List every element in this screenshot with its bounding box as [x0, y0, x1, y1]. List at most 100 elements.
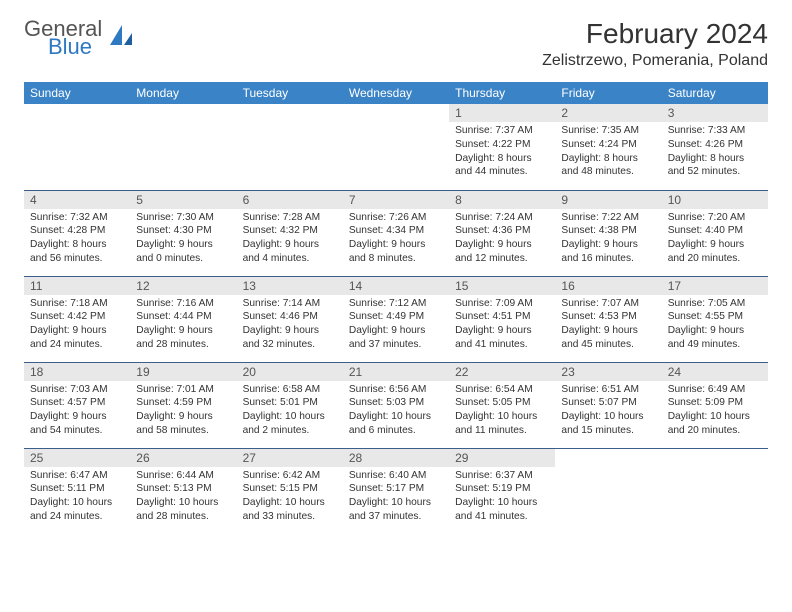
day-body: Sunrise: 6:37 AMSunset: 5:19 PMDaylight:…: [449, 467, 555, 528]
day-number: 12: [130, 277, 236, 295]
daylight-text: Daylight: 10 hours and 20 minutes.: [668, 410, 762, 438]
sunrise-text: Sunrise: 6:44 AM: [136, 469, 230, 483]
day-number: 25: [24, 449, 130, 467]
sunset-text: Sunset: 5:15 PM: [243, 482, 337, 496]
daylight-text: Daylight: 9 hours and 41 minutes.: [455, 324, 549, 352]
sunset-text: Sunset: 4:30 PM: [136, 224, 230, 238]
daylight-text: Daylight: 10 hours and 15 minutes.: [561, 410, 655, 438]
daylight-text: Daylight: 9 hours and 8 minutes.: [349, 238, 443, 266]
day-number: 2: [555, 104, 661, 122]
weekday-header: Sunday: [24, 82, 130, 104]
day-cell: 20Sunrise: 6:58 AMSunset: 5:01 PMDayligh…: [237, 362, 343, 448]
day-body: Sunrise: 7:20 AMSunset: 4:40 PMDaylight:…: [662, 209, 768, 270]
title-block: February 2024 Zelistrzewo, Pomerania, Po…: [542, 18, 768, 70]
day-body: Sunrise: 7:18 AMSunset: 4:42 PMDaylight:…: [24, 295, 130, 356]
sunrise-text: Sunrise: 7:22 AM: [561, 211, 655, 225]
sunrise-text: Sunrise: 7:18 AM: [30, 297, 124, 311]
day-number: 18: [24, 363, 130, 381]
sunset-text: Sunset: 4:59 PM: [136, 396, 230, 410]
day-number: 10: [662, 191, 768, 209]
day-cell: 7Sunrise: 7:26 AMSunset: 4:34 PMDaylight…: [343, 190, 449, 276]
sunrise-text: Sunrise: 6:54 AM: [455, 383, 549, 397]
day-number: 3: [662, 104, 768, 122]
sunset-text: Sunset: 5:13 PM: [136, 482, 230, 496]
day-cell: 18Sunrise: 7:03 AMSunset: 4:57 PMDayligh…: [24, 362, 130, 448]
weekday-header: Saturday: [662, 82, 768, 104]
header: General Blue February 2024 Zelistrzewo, …: [24, 18, 768, 70]
sunrise-text: Sunrise: 7:07 AM: [561, 297, 655, 311]
day-body: Sunrise: 6:51 AMSunset: 5:07 PMDaylight:…: [555, 381, 661, 442]
day-number: 4: [24, 191, 130, 209]
day-number: 24: [662, 363, 768, 381]
daylight-text: Daylight: 10 hours and 28 minutes.: [136, 496, 230, 524]
sunrise-text: Sunrise: 7:37 AM: [455, 124, 549, 138]
sunset-text: Sunset: 5:05 PM: [455, 396, 549, 410]
day-number: 13: [237, 277, 343, 295]
day-number: 20: [237, 363, 343, 381]
sunrise-text: Sunrise: 6:58 AM: [243, 383, 337, 397]
sunset-text: Sunset: 4:36 PM: [455, 224, 549, 238]
daylight-text: Daylight: 9 hours and 49 minutes.: [668, 324, 762, 352]
day-cell: 13Sunrise: 7:14 AMSunset: 4:46 PMDayligh…: [237, 276, 343, 362]
sunset-text: Sunset: 5:07 PM: [561, 396, 655, 410]
day-body: Sunrise: 6:42 AMSunset: 5:15 PMDaylight:…: [237, 467, 343, 528]
day-body: Sunrise: 6:54 AMSunset: 5:05 PMDaylight:…: [449, 381, 555, 442]
day-number: 23: [555, 363, 661, 381]
day-cell: 26Sunrise: 6:44 AMSunset: 5:13 PMDayligh…: [130, 448, 236, 534]
daylight-text: Daylight: 8 hours and 44 minutes.: [455, 152, 549, 180]
day-cell: 15Sunrise: 7:09 AMSunset: 4:51 PMDayligh…: [449, 276, 555, 362]
sunrise-text: Sunrise: 7:20 AM: [668, 211, 762, 225]
sunset-text: Sunset: 5:11 PM: [30, 482, 124, 496]
day-cell: 2Sunrise: 7:35 AMSunset: 4:24 PMDaylight…: [555, 104, 661, 190]
calendar-row: 1Sunrise: 7:37 AMSunset: 4:22 PMDaylight…: [24, 104, 768, 190]
daylight-text: Daylight: 8 hours and 56 minutes.: [30, 238, 124, 266]
day-body: Sunrise: 7:09 AMSunset: 4:51 PMDaylight:…: [449, 295, 555, 356]
daylight-text: Daylight: 8 hours and 48 minutes.: [561, 152, 655, 180]
daylight-text: Daylight: 10 hours and 33 minutes.: [243, 496, 337, 524]
sunrise-text: Sunrise: 7:32 AM: [30, 211, 124, 225]
day-cell: 25 Sunrise: 6:47 AMSunset: 5:11 PMDayligh…: [24, 448, 130, 534]
day-body: Sunrise: 6:40 AMSunset: 5:17 PMDaylight:…: [343, 467, 449, 528]
daylight-text: Daylight: 10 hours and 24 minutes.: [30, 496, 124, 524]
day-cell: 17Sunrise: 7:05 AMSunset: 4:55 PMDayligh…: [662, 276, 768, 362]
sunrise-text: Sunrise: 6:40 AM: [349, 469, 443, 483]
day-cell: 1Sunrise: 7:37 AMSunset: 4:22 PMDaylight…: [449, 104, 555, 190]
day-number: 14: [343, 277, 449, 295]
day-body: Sunrise: 6:56 AMSunset: 5:03 PMDaylight:…: [343, 381, 449, 442]
day-cell: 9Sunrise: 7:22 AMSunset: 4:38 PMDaylight…: [555, 190, 661, 276]
sunrise-text: Sunrise: 6:47 AM: [30, 469, 124, 483]
daylight-text: Daylight: 9 hours and 20 minutes.: [668, 238, 762, 266]
day-number: 26: [130, 449, 236, 467]
empty-day: [555, 448, 661, 534]
daylight-text: Daylight: 9 hours and 4 minutes.: [243, 238, 337, 266]
day-body: Sunrise: 7:32 AMSunset: 4:28 PMDaylight:…: [24, 209, 130, 270]
sunset-text: Sunset: 4:32 PM: [243, 224, 337, 238]
sunrise-text: Sunrise: 7:14 AM: [243, 297, 337, 311]
day-number: 11: [24, 277, 130, 295]
day-body: Sunrise: 6:44 AMSunset: 5:13 PMDaylight:…: [130, 467, 236, 528]
day-body: Sunrise: 7:16 AMSunset: 4:44 PMDaylight:…: [130, 295, 236, 356]
day-body: Sunrise: 7:07 AMSunset: 4:53 PMDaylight:…: [555, 295, 661, 356]
sail-icon: [108, 23, 134, 54]
sunset-text: Sunset: 4:24 PM: [561, 138, 655, 152]
logo-blue: Blue: [48, 36, 102, 58]
location: Zelistrzewo, Pomerania, Poland: [542, 52, 768, 70]
day-body: Sunrise: 7:37 AMSunset: 4:22 PMDaylight:…: [449, 122, 555, 183]
page-title: February 2024: [542, 18, 768, 50]
sunrise-text: Sunrise: 7:12 AM: [349, 297, 443, 311]
empty-day: [237, 104, 343, 190]
sunrise-text: Sunrise: 6:49 AM: [668, 383, 762, 397]
day-body: Sunrise: 7:14 AMSunset: 4:46 PMDaylight:…: [237, 295, 343, 356]
sunset-text: Sunset: 4:44 PM: [136, 310, 230, 324]
daylight-text: Daylight: 9 hours and 16 minutes.: [561, 238, 655, 266]
sunrise-text: Sunrise: 7:28 AM: [243, 211, 337, 225]
day-cell: 24Sunrise: 6:49 AMSunset: 5:09 PMDayligh…: [662, 362, 768, 448]
day-cell: 16Sunrise: 7:07 AMSunset: 4:53 PMDayligh…: [555, 276, 661, 362]
sunrise-text: Sunrise: 7:01 AM: [136, 383, 230, 397]
day-body: Sunrise: 7:24 AMSunset: 4:36 PMDaylight:…: [449, 209, 555, 270]
sunrise-text: Sunrise: 7:09 AM: [455, 297, 549, 311]
day-body: Sunrise: 7:03 AMSunset: 4:57 PMDaylight:…: [24, 381, 130, 442]
day-cell: 27Sunrise: 6:42 AMSunset: 5:15 PMDayligh…: [237, 448, 343, 534]
sunrise-text: Sunrise: 6:51 AM: [561, 383, 655, 397]
calendar-row: 18Sunrise: 7:03 AMSunset: 4:57 PMDayligh…: [24, 362, 768, 448]
